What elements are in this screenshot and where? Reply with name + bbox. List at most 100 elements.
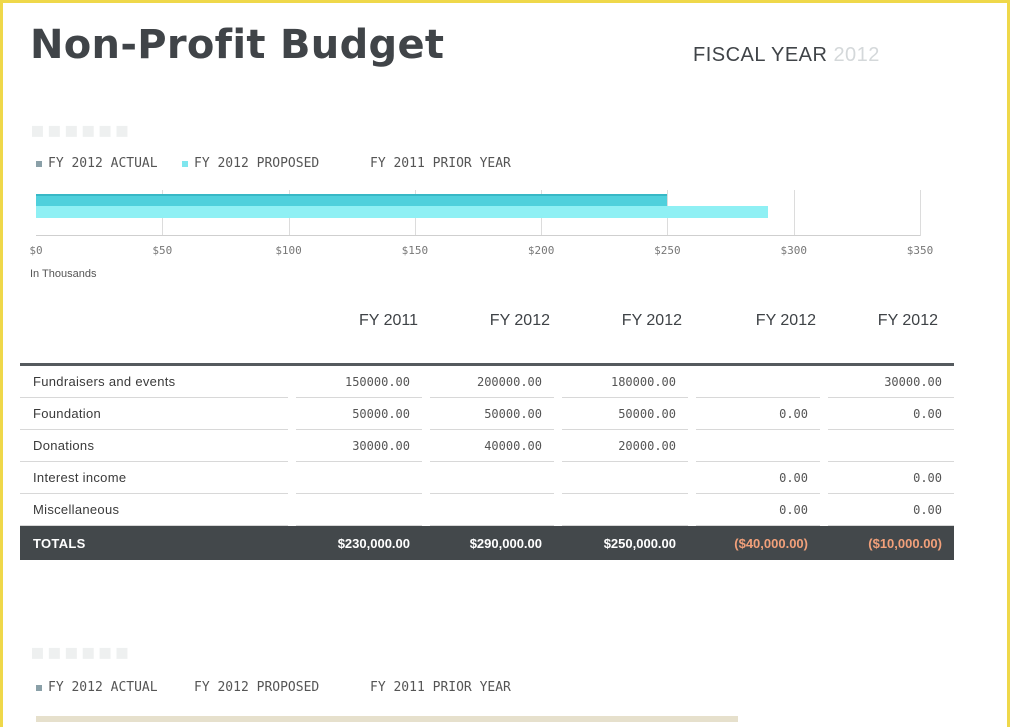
legend-item-actual: FY 2012 ACTUAL [36, 156, 182, 171]
table-cell: 0.00 [696, 494, 820, 526]
table-cell: 150000.00 [296, 366, 422, 398]
table-cell [828, 430, 954, 462]
table-cell: 50000.00 [562, 398, 688, 430]
chart-tick-label: $50 [152, 244, 173, 257]
cell-gap [422, 526, 430, 560]
legend-label-actual: FY 2012 ACTUAL [48, 156, 158, 171]
chart-tick-label: $350 [906, 244, 934, 257]
chart-x-axis-ticks: $0 $50 $100 $150 $200 $250 $300 $350 [0, 244, 1010, 260]
fiscal-year-value: 2012 [833, 44, 880, 66]
cell-gap [688, 462, 696, 494]
totals-cell: $230,000.00 [296, 526, 422, 560]
cell-gap [554, 494, 562, 526]
legend-swatch-prior [358, 160, 364, 167]
row-label: Donations [20, 430, 288, 462]
chart-tick-label: $0 [29, 244, 43, 257]
cell-gap [820, 462, 828, 494]
row-label: Foundation [20, 398, 288, 430]
chart-bar-proposed [36, 206, 769, 218]
table-cell [430, 462, 554, 494]
row-label: Miscellaneous [20, 494, 288, 526]
cell-gap [554, 526, 562, 560]
column-header: FY 2012 [877, 312, 938, 329]
chart-baseline [36, 235, 920, 236]
legend-label-proposed: FY 2012 PROPOSED [194, 156, 320, 171]
chart-gridline [793, 190, 795, 236]
legend-label-prior: FY 2011 PRIOR YEAR [370, 156, 511, 171]
table-row: Fundraisers and events 150000.00 200000.00… [20, 366, 954, 398]
row-label: Interest income [20, 462, 288, 494]
header-rule [20, 363, 954, 366]
cell-gap [288, 430, 296, 462]
legend-swatch-actual [36, 160, 42, 167]
fiscal-year-label: FISCAL YEAR 2012 [693, 44, 880, 67]
column-header: FY 2012 [755, 312, 816, 329]
legend-item-prior-2: FY 2011 PRIOR YEAR [358, 680, 511, 695]
cell-gap [820, 430, 828, 462]
table-cell: 0.00 [696, 398, 820, 430]
table-row: Foundation 50000.00 50000.00 50000.00 0.00 0.… [20, 398, 954, 430]
cell-gap [554, 430, 562, 462]
income-table: Fundraisers and events 150000.00 200000.00… [20, 366, 954, 560]
cell-gap [554, 462, 562, 494]
legend-item-proposed-2: FY 2012 PROPOSED [182, 680, 358, 695]
fiscal-label: FISCAL YEAR [693, 44, 828, 66]
income-bar-chart [36, 190, 921, 236]
cell-gap [554, 366, 562, 398]
column-header: FY 2012 [621, 312, 682, 329]
cell-gap [288, 526, 296, 560]
table-cell: 30000.00 [828, 366, 954, 398]
table-cell: 200000.00 [430, 366, 554, 398]
table-cell: 40000.00 [430, 430, 554, 462]
table-cell: 30000.00 [296, 430, 422, 462]
legend-swatch-proposed-2 [182, 684, 188, 691]
cell-gap [820, 366, 828, 398]
cell-gap [688, 366, 696, 398]
table-cell: 0.00 [696, 462, 820, 494]
cell-gap [688, 398, 696, 430]
chart-tick-label: $150 [401, 244, 429, 257]
income-section-heading: ▪▪▪▪▪▪ [30, 118, 132, 143]
legend-label-prior-2: FY 2011 PRIOR YEAR [370, 680, 511, 695]
table-cell: 0.00 [828, 398, 954, 430]
cell-gap [422, 398, 430, 430]
cell-gap [422, 366, 430, 398]
totals-cell: $250,000.00 [562, 526, 688, 560]
legend-swatch-proposed [182, 160, 188, 167]
cell-gap [688, 494, 696, 526]
chart-gridline [920, 190, 921, 236]
legend-item-actual-2: FY 2012 ACTUAL [36, 680, 182, 695]
legend-label-proposed-2: FY 2012 PROPOSED [194, 680, 320, 695]
cell-gap [422, 462, 430, 494]
chart-bar-actual [36, 194, 668, 206]
income-legend: FY 2012 ACTUAL FY 2012 PROPOSED FY 2011 … [36, 156, 511, 171]
table-cell [430, 494, 554, 526]
table-row: Interest income 0.00 0.00 [20, 462, 954, 494]
table-cell [296, 494, 422, 526]
chart-tick-label: $250 [654, 244, 681, 257]
cell-gap [288, 398, 296, 430]
legend-swatch-actual-2 [36, 684, 42, 691]
page-title: Non-Profit Budget [30, 22, 445, 68]
cell-gap [288, 494, 296, 526]
table-cell: 0.00 [828, 494, 954, 526]
table-cell [562, 462, 688, 494]
table-cell: 180000.00 [562, 366, 688, 398]
legend-item-prior: FY 2011 PRIOR YEAR [358, 156, 511, 171]
cell-gap [688, 430, 696, 462]
cell-gap [688, 526, 696, 560]
table-cell [562, 494, 688, 526]
column-header: FY 2012 [489, 312, 550, 329]
table-column-headers: FY 2011 FY 2012 FY 2012 FY 2012 FY 2012 [20, 312, 954, 342]
legend-swatch-prior-2 [358, 684, 364, 691]
table-cell: 50000.00 [430, 398, 554, 430]
chart-tick-label: $200 [527, 244, 555, 257]
legend-item-proposed: FY 2012 PROPOSED [182, 156, 358, 171]
totals-cell: ($40,000.00) [696, 526, 820, 560]
totals-cell: $290,000.00 [430, 526, 554, 560]
table-cell [296, 462, 422, 494]
table-cell: 50000.00 [296, 398, 422, 430]
totals-cell: ($10,000.00) [828, 526, 954, 560]
expense-chart-top [36, 716, 738, 722]
cell-gap [554, 398, 562, 430]
